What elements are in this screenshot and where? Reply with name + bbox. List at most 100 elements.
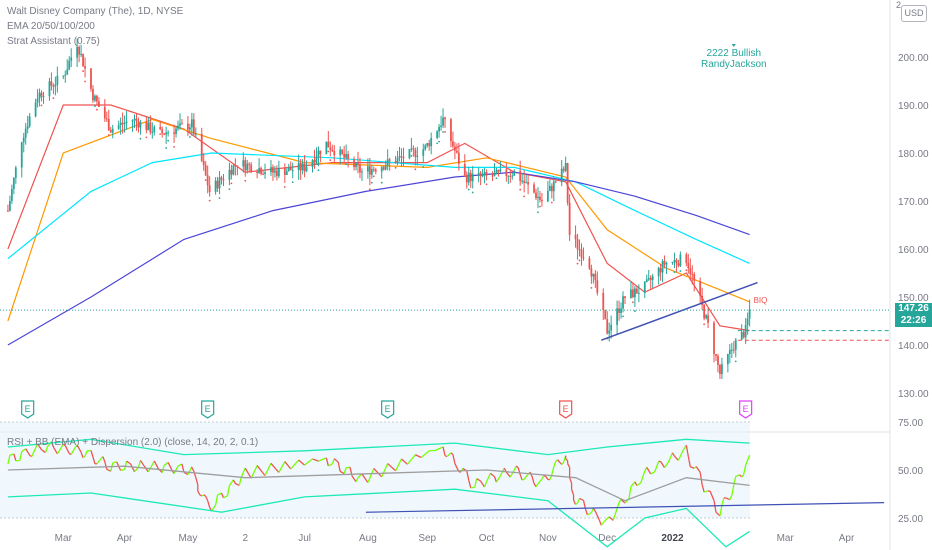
rsi-line-segment (495, 475, 501, 483)
rsi-line-segment (600, 522, 604, 526)
candle-body (186, 123, 189, 130)
rsi-line-segment (505, 471, 511, 478)
candle-body (455, 150, 458, 153)
earnings-marker-1[interactable] (201, 400, 215, 419)
rsi-line-segment (493, 476, 498, 483)
candle-body (546, 190, 549, 202)
earnings-marker-3[interactable] (559, 400, 573, 419)
candle-body (14, 167, 17, 178)
rsi-band-lower-line (7, 488, 750, 548)
strat-signal-dot (539, 205, 541, 208)
candle-body (541, 199, 543, 202)
candle-body (513, 170, 516, 176)
candle-body (208, 185, 211, 192)
rsi-line-segment (123, 461, 128, 470)
rsi-line-segment (197, 490, 201, 496)
candle-body (276, 170, 278, 177)
rsi-line-segment (614, 502, 620, 515)
candle-body (361, 171, 363, 173)
candle-body (277, 168, 280, 177)
candle-body (481, 174, 484, 177)
rsi-line-segment (582, 500, 587, 510)
strat-signal-dot (410, 154, 413, 157)
rsi-line-segment (373, 468, 383, 478)
earnings-marker-0[interactable] (21, 400, 35, 419)
rsi-line-segment (82, 455, 86, 459)
candle-body (436, 131, 439, 138)
strat-signal-dot (317, 169, 320, 172)
candle-body (175, 128, 177, 134)
candle-body (135, 118, 138, 122)
rsi-line-segment (256, 465, 266, 477)
candle-body (590, 268, 593, 277)
candle-body (728, 349, 731, 354)
rsi-line-segment (535, 483, 539, 488)
rsi-line-segment (715, 511, 721, 517)
candle-body (28, 116, 31, 127)
rsi-line-segment (681, 444, 687, 453)
rsi-line-segment (701, 484, 705, 493)
earnings-marker-2[interactable] (381, 400, 395, 419)
support-trendline[interactable] (601, 281, 758, 341)
candle-body (84, 66, 86, 69)
rsi-line-segment (139, 460, 145, 467)
rsi-line-segment (143, 465, 149, 473)
rsi-line-segment (226, 485, 231, 497)
candle-body (270, 167, 272, 173)
strat-signal-dot (84, 80, 86, 83)
rsi-line-segment (579, 497, 584, 501)
candle-body (262, 173, 264, 175)
candle-body (454, 146, 456, 151)
rsi-line-segment (173, 465, 179, 474)
rsi-line-segment (270, 462, 280, 473)
strat-signal-dot (208, 199, 211, 202)
rsi-line-segment (468, 480, 472, 489)
time-axis-tick-4: Jul (298, 533, 311, 544)
rsi-line-segment (630, 481, 636, 488)
candle-body (535, 192, 537, 199)
rsi-line-segment (112, 461, 117, 464)
rsi-indicator-label[interactable]: RSI + BB (EMA) + Dispersion (2.0) (close… (7, 437, 259, 448)
rsi-line-segment (394, 458, 403, 472)
candle-body (398, 156, 401, 158)
rsi-line-segment (76, 444, 82, 453)
rsi-line-segment (328, 463, 333, 467)
rsi-line-segment (521, 478, 525, 481)
currency-badge[interactable]: USD (901, 5, 927, 22)
candle-body (374, 169, 377, 172)
candle-body (333, 151, 336, 156)
rsi-line-segment (238, 476, 242, 486)
rsi-line-segment (690, 466, 695, 469)
candle-body (679, 254, 682, 266)
candle-body (145, 121, 148, 131)
time-axis-tick-0: Mar (55, 533, 73, 544)
candle-body (469, 172, 472, 182)
rsi-line-segment (729, 495, 733, 500)
candle-body (204, 165, 207, 176)
candle-body (485, 172, 488, 176)
ema-indicator-label[interactable]: EMA 20/50/100/200 (7, 21, 95, 32)
strat-signal-dot (550, 201, 553, 204)
strat-signal-dot (471, 191, 474, 194)
candle-body (353, 158, 355, 168)
rsi-line-segment (290, 459, 300, 470)
candle-body (665, 262, 668, 265)
earnings-marker-4[interactable] (739, 400, 753, 419)
candle-body (343, 153, 346, 158)
candle-body (359, 165, 361, 173)
candle-body (319, 150, 322, 155)
rsi-trendline[interactable] (365, 502, 885, 513)
strat-assistant-label[interactable]: Strat Assistant (0.75) (7, 36, 100, 47)
rsi-axis-tick-1: 50.00 (898, 466, 923, 477)
rsi-line-segment (543, 474, 547, 478)
candle-body (537, 196, 539, 199)
rsi-line-segment (21, 448, 27, 453)
candle-body (272, 167, 274, 173)
rsi-line-segment (584, 508, 589, 516)
rsi-line-segment (318, 457, 327, 462)
candle-body (94, 95, 96, 101)
candle-body (703, 304, 706, 319)
rsi-line-segment (235, 483, 240, 486)
countdown-value: 22:26 (900, 315, 927, 326)
